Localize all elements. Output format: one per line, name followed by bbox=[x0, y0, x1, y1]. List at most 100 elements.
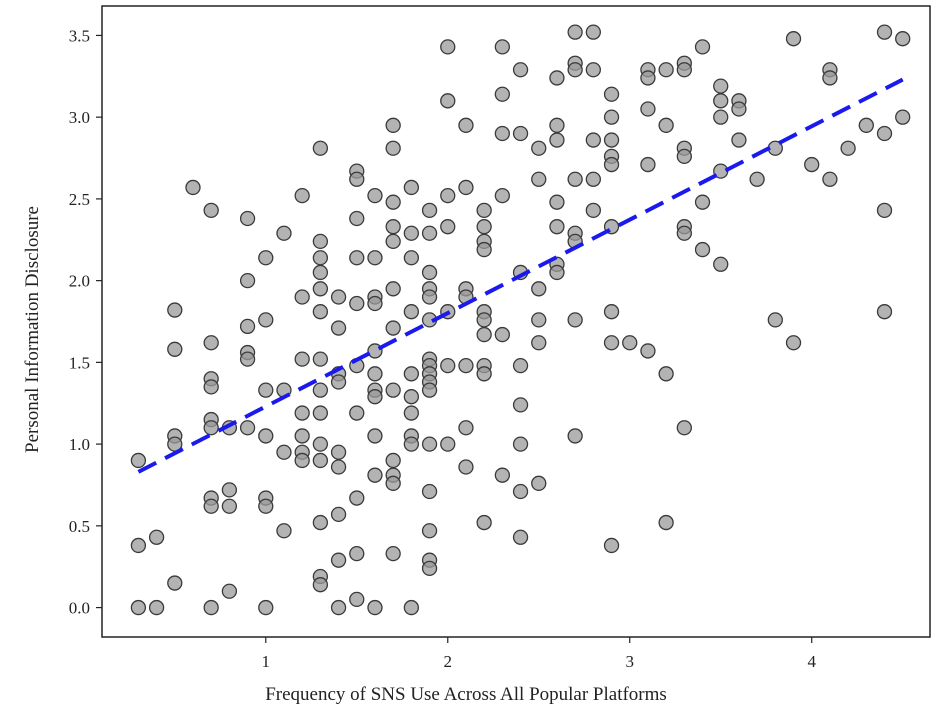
data-point bbox=[221, 583, 238, 599]
data-point bbox=[349, 405, 365, 421]
data-point bbox=[312, 250, 329, 266]
data-point bbox=[549, 132, 565, 148]
data-point bbox=[585, 24, 601, 40]
data-point bbox=[494, 125, 511, 142]
data-point bbox=[167, 341, 183, 357]
data-point bbox=[330, 320, 347, 336]
data-point bbox=[203, 420, 219, 436]
x-tick-label: 2 bbox=[444, 652, 453, 671]
data-point bbox=[239, 210, 256, 227]
data-point bbox=[658, 62, 674, 78]
data-point bbox=[785, 31, 802, 47]
data-point bbox=[130, 537, 147, 554]
data-point bbox=[276, 225, 292, 241]
data-point bbox=[476, 514, 492, 531]
data-point bbox=[694, 194, 711, 210]
y-tick-label: 0.0 bbox=[69, 599, 90, 618]
data-point bbox=[203, 202, 219, 218]
data-point bbox=[403, 304, 420, 320]
data-point bbox=[531, 281, 547, 297]
data-point bbox=[312, 452, 329, 469]
data-point bbox=[713, 256, 729, 272]
data-point bbox=[549, 194, 565, 210]
data-point bbox=[658, 117, 674, 133]
data-point bbox=[603, 335, 620, 351]
data-point bbox=[421, 483, 438, 500]
data-point bbox=[312, 382, 329, 398]
data-point bbox=[367, 467, 383, 483]
data-point bbox=[531, 475, 547, 491]
data-point bbox=[549, 70, 565, 86]
data-point bbox=[567, 171, 583, 187]
data-point bbox=[676, 62, 692, 78]
data-point bbox=[221, 482, 238, 498]
data-point bbox=[876, 24, 893, 40]
trend-line bbox=[137, 77, 904, 474]
data-point bbox=[258, 250, 274, 266]
data-point bbox=[367, 295, 383, 312]
data-point bbox=[294, 351, 310, 367]
data-point bbox=[385, 281, 401, 297]
data-point bbox=[440, 93, 456, 109]
data-point bbox=[731, 132, 747, 148]
data-point bbox=[203, 599, 219, 616]
data-point bbox=[512, 125, 529, 142]
data-point bbox=[458, 179, 474, 196]
data-point bbox=[421, 225, 438, 241]
data-point bbox=[349, 545, 365, 562]
data-point bbox=[658, 514, 674, 531]
data-point bbox=[349, 295, 365, 312]
data-point bbox=[858, 117, 874, 133]
data-point bbox=[367, 366, 383, 382]
data-point bbox=[403, 225, 420, 241]
data-point bbox=[294, 428, 310, 444]
data-point bbox=[421, 264, 438, 281]
data-point bbox=[585, 132, 601, 148]
plot-frame bbox=[101, 5, 931, 638]
data-point bbox=[549, 264, 565, 281]
data-point bbox=[549, 117, 565, 133]
data-point bbox=[367, 428, 383, 444]
data-point bbox=[876, 202, 893, 218]
data-point bbox=[312, 577, 329, 593]
data-point bbox=[185, 179, 201, 196]
data-point bbox=[567, 428, 583, 444]
y-tick-label: 3.0 bbox=[69, 108, 90, 127]
data-point bbox=[330, 289, 347, 305]
data-point bbox=[330, 599, 347, 616]
data-point bbox=[567, 312, 583, 328]
data-point bbox=[876, 304, 893, 320]
data-point bbox=[349, 210, 365, 227]
trend-line-layer bbox=[137, 77, 904, 474]
data-point bbox=[476, 366, 492, 382]
data-point bbox=[567, 24, 583, 40]
data-point bbox=[294, 452, 310, 469]
data-point bbox=[494, 467, 511, 483]
data-point bbox=[531, 171, 547, 187]
data-point bbox=[385, 475, 401, 491]
data-point bbox=[367, 389, 383, 405]
data-point bbox=[312, 140, 329, 156]
data-point bbox=[421, 289, 438, 305]
data-point bbox=[749, 171, 765, 187]
data-point bbox=[676, 225, 692, 241]
data-point bbox=[603, 109, 620, 125]
y-tick-label: 2.0 bbox=[69, 272, 90, 291]
data-point bbox=[512, 483, 529, 500]
data-point bbox=[603, 304, 620, 320]
data-point bbox=[349, 250, 365, 266]
data-point bbox=[440, 39, 456, 55]
data-point bbox=[385, 545, 401, 562]
data-point bbox=[440, 219, 456, 235]
data-point bbox=[403, 599, 420, 616]
data-point bbox=[458, 117, 474, 133]
data-point bbox=[785, 335, 802, 351]
data-point bbox=[840, 140, 856, 156]
y-tick-label: 1.5 bbox=[69, 353, 90, 372]
data-point bbox=[385, 194, 401, 210]
data-point bbox=[294, 289, 310, 305]
data-point bbox=[312, 514, 329, 531]
data-point bbox=[822, 171, 838, 187]
data-point bbox=[148, 599, 165, 616]
y-axis-title: Personal Information Disclosure bbox=[22, 206, 43, 453]
